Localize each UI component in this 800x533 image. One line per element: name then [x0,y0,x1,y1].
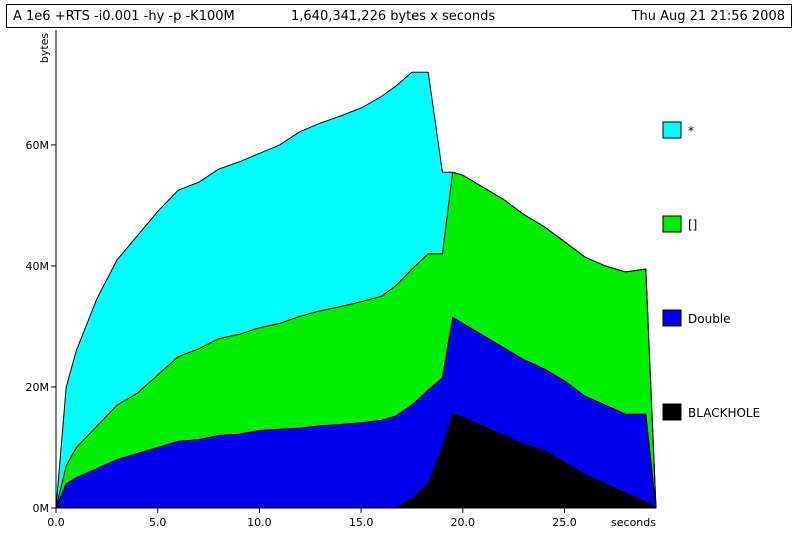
x-tick-label: 0.0 [47,516,65,529]
legend-label: Double [688,312,731,326]
x-tick-label: 25.0 [552,516,577,529]
legend-label: * [688,124,694,138]
legend-swatch [662,215,682,233]
legend-label: [] [688,218,697,232]
y-tick-label: 20M [26,381,50,394]
header-date: Thu Aug 21 21:56 2008 [631,9,785,24]
x-tick-label: 20.0 [451,516,476,529]
legend-swatch [662,309,682,327]
legend-label: BLACKHOLE [688,406,760,420]
y-tick-label: 40M [26,260,50,273]
x-tick-label: 15.0 [349,516,374,529]
y-axis-label: bytes [38,33,51,64]
chart-axes: 0.0 5.0 10.0 15.0 20.0 25.0 0M 20M 40M 60M seconds… [26,30,656,529]
legend-swatch [662,403,682,421]
legend-swatch [662,121,682,139]
x-tick-label: 5.0 [149,516,167,529]
y-tick-label: 0M [33,502,50,515]
header-command: A 1e6 +RTS -i0.001 -hy -p -K100M [13,9,235,24]
chart-areas [55,71,657,509]
header-total: 1,640,341,226 bytes x seconds [291,9,496,24]
x-axis-label: seconds [611,516,656,529]
chart-legend: * [] Double BLACKHOLE [662,121,760,421]
y-tick-label: 60M [26,139,50,152]
x-tick-label: 10.0 [247,516,272,529]
chart-header: A 1e6 +RTS -i0.001 -hy -p -K100M 1,640,3… [6,4,792,28]
